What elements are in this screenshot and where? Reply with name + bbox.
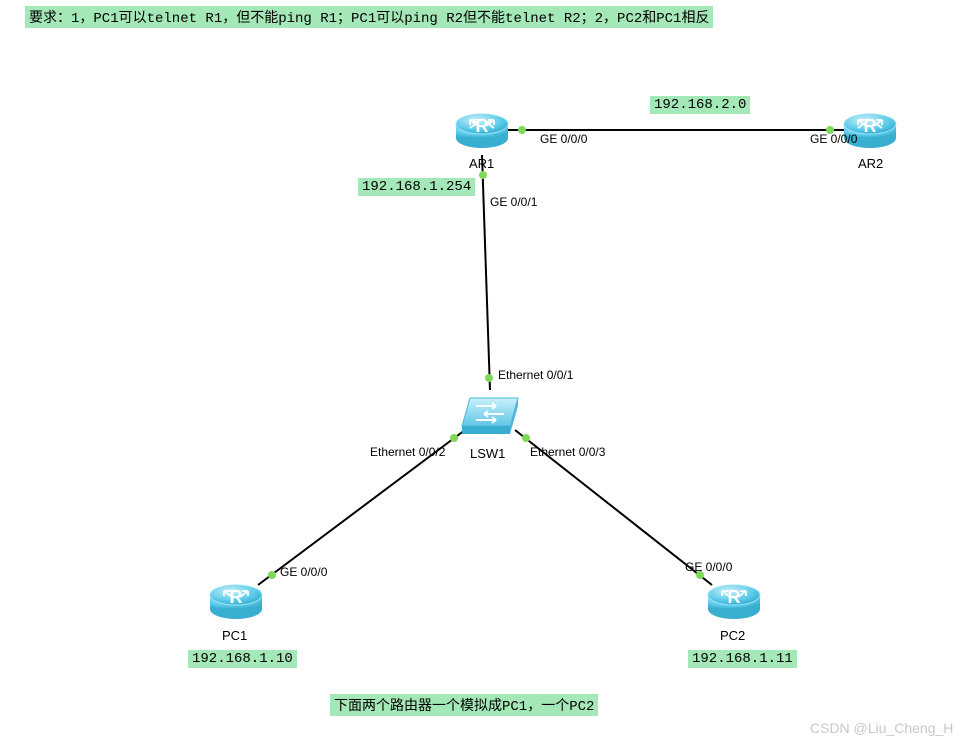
ip-pc1: 192.168.1.10 <box>188 650 297 668</box>
router-pc1-icon: R <box>210 585 262 619</box>
router-pc2-icon: R <box>708 585 760 619</box>
edges <box>258 130 845 585</box>
svg-text:R: R <box>864 116 877 136</box>
label-ar2: AR2 <box>858 156 883 171</box>
link-ar1-lsw1 <box>482 155 490 390</box>
label-pc2: PC2 <box>720 628 745 643</box>
port-ar2-ge000: GE 0/0/0 <box>810 132 857 146</box>
switch-lsw1-icon <box>462 398 518 434</box>
bottom-note: 下面两个路由器一个模拟成PC1，一个PC2 <box>330 694 598 716</box>
port-ar1-ge000: GE 0/0/0 <box>540 132 587 146</box>
requirement-text: 要求：1，PC1可以telnet R1，但不能ping R1；PC1可以ping… <box>25 6 713 28</box>
port-ar1-ge001: GE 0/0/1 <box>490 195 537 209</box>
ip-ar1: 192.168.1.254 <box>358 178 475 196</box>
label-lsw1: LSW1 <box>470 446 505 461</box>
diagram-canvas: R R R R <box>0 0 971 744</box>
label-ar1: AR1 <box>469 156 494 171</box>
port-dots <box>268 126 834 579</box>
router-ar1-icon: R <box>456 114 508 148</box>
subnet-ar1-ar2: 192.168.2.0 <box>650 96 750 114</box>
port-pc1-ge000: GE 0/0/0 <box>280 565 327 579</box>
port-lsw1-e001: Ethernet 0/0/1 <box>498 368 573 382</box>
port-lsw1-e002: Ethernet 0/0/2 <box>370 445 445 459</box>
port-lsw1-e003: Ethernet 0/0/3 <box>530 445 605 459</box>
port-pc2-ge000: GE 0/0/0 <box>685 560 732 574</box>
watermark: CSDN @Liu_Cheng_H <box>810 720 953 736</box>
svg-text:R: R <box>728 587 741 607</box>
svg-text:R: R <box>476 116 489 136</box>
svg-text:R: R <box>230 587 243 607</box>
label-pc1: PC1 <box>222 628 247 643</box>
ip-pc2: 192.168.1.11 <box>688 650 797 668</box>
network-svg: R R R R <box>0 0 971 744</box>
